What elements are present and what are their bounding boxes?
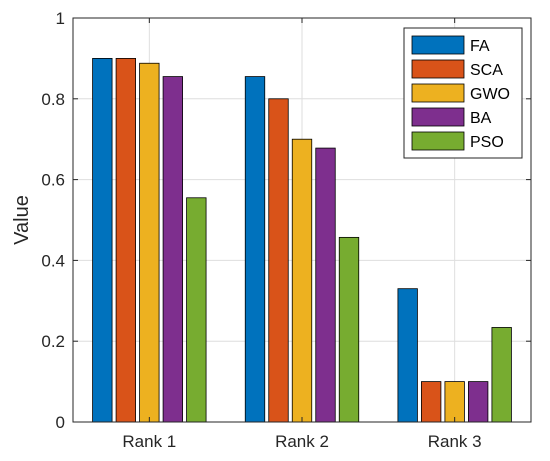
bar-fa-rank-2 <box>244 76 266 423</box>
bar-ba-rank-3 <box>468 381 489 423</box>
bar-pso-rank-1 <box>186 197 207 423</box>
legend: FA SCA GWO BA PSO <box>403 27 523 159</box>
y-tick-label: 1 <box>56 9 65 28</box>
y-tick-label: 0.8 <box>41 90 65 109</box>
x-tick-label: Rank 2 <box>275 432 329 451</box>
legend-label-sca: SCA <box>470 62 503 79</box>
legend-swatch-pso <box>411 131 465 151</box>
legend-swatch-ba <box>411 107 465 127</box>
bar-fa-rank-1 <box>92 58 113 423</box>
legend-label-ba: BA <box>470 110 492 127</box>
bars-group <box>92 58 512 423</box>
bar-sca-rank-3 <box>421 381 442 423</box>
legend-swatch-sca <box>411 59 465 79</box>
y-tick-label: 0 <box>56 413 65 432</box>
legend-swatch-gwo <box>411 83 465 103</box>
y-axis-title: Value <box>11 195 33 245</box>
bar-ba-rank-2 <box>315 147 336 423</box>
legend-label-gwo: GWO <box>470 86 510 103</box>
bar-sca-rank-2 <box>268 98 289 423</box>
bar-pso-rank-2 <box>338 236 360 423</box>
bar-gwo-rank-3 <box>444 381 465 423</box>
bar-ba-rank-1 <box>162 76 183 423</box>
y-axis-ticks: 0 0.2 0.4 0.6 0.8 1 <box>41 9 531 432</box>
bar-fa-rank-3 <box>397 288 418 423</box>
legend-label-fa: FA <box>470 38 490 55</box>
x-tick-label: Rank 1 <box>122 432 176 451</box>
legend-label-pso: PSO <box>470 134 504 151</box>
bar-gwo-rank-2 <box>291 138 313 423</box>
y-tick-label: 0.6 <box>41 171 65 190</box>
x-axis-ticks: Rank 1 Rank 2 Rank 3 <box>122 18 482 451</box>
x-tick-label: Rank 3 <box>428 432 482 451</box>
bar-pso-rank-3 <box>491 327 512 423</box>
y-tick-label: 0.2 <box>41 332 65 351</box>
legend-swatch-fa <box>411 35 465 55</box>
bar-sca-rank-1 <box>115 58 136 423</box>
y-tick-label: 0.4 <box>41 251 65 270</box>
bar-gwo-rank-1 <box>139 62 160 423</box>
